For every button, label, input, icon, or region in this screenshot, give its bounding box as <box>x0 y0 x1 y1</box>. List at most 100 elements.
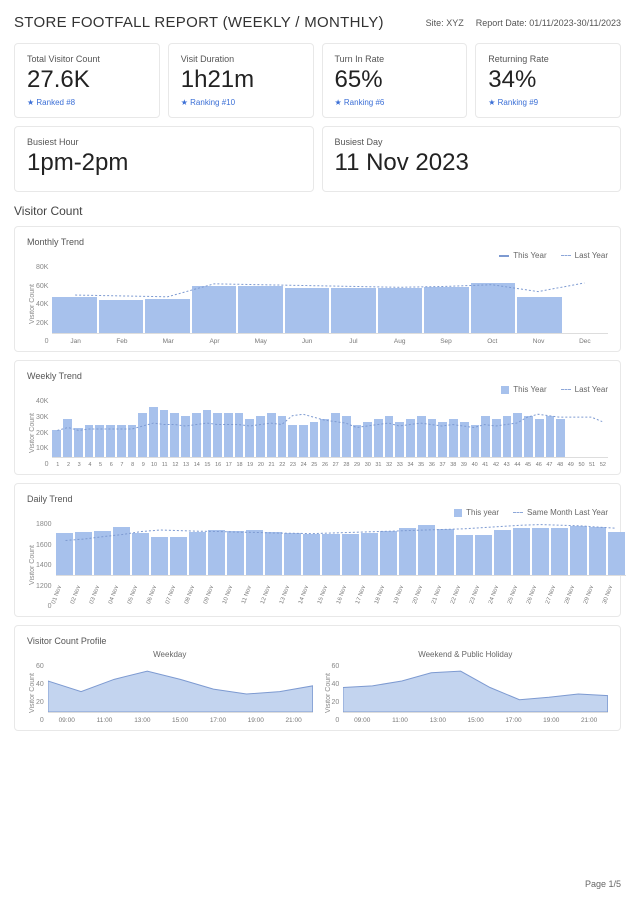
weekly-bars <box>52 398 608 458</box>
bar <box>192 413 201 457</box>
weekend-y-axis: 6040200 <box>332 663 344 724</box>
monthly-title: Monthly Trend <box>27 237 608 247</box>
weekly-title: Weekly Trend <box>27 371 608 381</box>
legend-same-month: Same Month Last Year <box>513 508 608 517</box>
kpi-label: Returning Rate <box>488 54 608 64</box>
legend-this-year: This year <box>454 508 499 517</box>
bar <box>322 534 339 575</box>
kpi-label: Turn In Rate <box>335 54 455 64</box>
bar <box>608 532 625 576</box>
bar <box>63 419 72 457</box>
bar <box>284 533 301 575</box>
bar <box>52 430 61 457</box>
bar <box>227 531 244 575</box>
bar <box>428 419 437 457</box>
kpi-label: Visit Duration <box>181 54 301 64</box>
monthly-panel: Monthly Trend This Year Last Year Visito… <box>14 226 621 352</box>
weekly-x-axis: 1234567891011121314151617181920212223242… <box>52 462 608 468</box>
bar <box>256 416 265 457</box>
report-title: STORE FOOTFALL REPORT (WEEKLY / MONTHLY) <box>14 14 384 31</box>
daily-panel: Daily Trend This year Same Month Last Ye… <box>14 483 621 617</box>
bar <box>589 527 606 575</box>
kpi-value: 65% <box>335 66 455 94</box>
bar <box>189 532 206 576</box>
bar <box>438 422 447 457</box>
bar <box>424 287 468 333</box>
bar <box>181 416 190 457</box>
bar <box>546 416 555 457</box>
monthly-x-axis: JanFebMarAprMayJunJulAugSepOctNovDec <box>52 338 608 345</box>
bar <box>151 537 168 575</box>
bar <box>342 416 351 457</box>
bar <box>145 299 189 334</box>
busiest-row: Busiest Hour 1pm-2pm Busiest Day 11 Nov … <box>14 126 621 192</box>
bar <box>224 413 233 457</box>
bar <box>74 428 83 458</box>
bar <box>235 413 244 457</box>
bar <box>460 422 469 457</box>
site-info: Site: XYZ <box>426 18 464 28</box>
bar <box>265 532 282 575</box>
bar <box>471 283 515 333</box>
section-visitor-count: Visitor Count <box>14 204 621 218</box>
bar <box>85 425 94 457</box>
weekly-legend: This Year Last Year <box>27 385 608 394</box>
kpi-card-2: Turn In Rate 65% Ranking #6 <box>322 43 468 118</box>
bar <box>99 300 143 333</box>
busiest-hour-card: Busiest Hour 1pm-2pm <box>14 126 314 192</box>
daily-legend: This year Same Month Last Year <box>27 508 608 517</box>
kpi-card-3: Returning Rate 34% Ranking #9 <box>475 43 621 118</box>
weekday-title: Weekday <box>27 650 313 659</box>
bar <box>532 528 549 575</box>
weekday-col: Weekday Visitor Count 6040200 09:0011:00… <box>27 650 313 724</box>
bar <box>192 286 236 333</box>
bar <box>418 525 435 575</box>
bar <box>556 419 565 457</box>
page-number: Page 1/5 <box>585 879 621 889</box>
bar <box>524 416 533 457</box>
bar <box>513 528 530 575</box>
weekly-panel: Weekly Trend This Year Last Year Visitor… <box>14 360 621 475</box>
bar <box>535 419 544 457</box>
bar <box>170 537 187 575</box>
bar <box>437 529 454 575</box>
report-header: STORE FOOTFALL REPORT (WEEKLY / MONTHLY)… <box>14 14 621 31</box>
profile-panel: Visitor Count Profile Weekday Visitor Co… <box>14 625 621 731</box>
busiest-hour-value: 1pm-2pm <box>27 149 301 177</box>
bar <box>310 422 319 457</box>
bar <box>267 413 276 457</box>
monthly-chart: Visitor Count 80K60K40K20K0 JanFebMarApr… <box>27 264 608 345</box>
busiest-hour-label: Busiest Hour <box>27 137 301 147</box>
kpi-value: 34% <box>488 66 608 94</box>
bar <box>517 297 561 333</box>
weekend-x-axis: 09:0011:0013:0015:0017:0019:0021:00 <box>343 717 608 724</box>
weekend-col: Weekend & Public Holiday Visitor Count 6… <box>323 650 609 724</box>
bar <box>471 425 480 457</box>
bar <box>374 419 383 457</box>
legend-this-year: This Year <box>501 385 546 394</box>
profile-title: Visitor Count Profile <box>27 636 608 646</box>
monthly-y-axis: 80K60K40K20K0 <box>36 264 52 345</box>
bar <box>399 528 416 575</box>
profile-row: Weekday Visitor Count 6040200 09:0011:00… <box>27 650 608 724</box>
bar <box>246 530 263 575</box>
bar <box>138 413 147 457</box>
bar <box>208 530 225 575</box>
bar <box>128 425 137 457</box>
bar <box>245 419 254 457</box>
bar <box>117 425 126 457</box>
kpi-card-0: Total Visitor Count 27.6K Ranked #8 <box>14 43 160 118</box>
bar <box>149 407 158 457</box>
bar <box>285 288 329 333</box>
kpi-card-1: Visit Duration 1h21m Ranking #10 <box>168 43 314 118</box>
kpi-value: 1h21m <box>181 66 301 94</box>
kpi-value: 27.6K <box>27 66 147 94</box>
bar <box>132 533 149 575</box>
bar <box>481 416 490 457</box>
weekly-y-axis: 40K30K20K10K0 <box>36 398 52 468</box>
bar <box>353 425 362 457</box>
bar <box>363 422 372 457</box>
kpi-rank: Ranking #10 <box>181 98 301 107</box>
monthly-bars <box>52 264 608 334</box>
weekend-area <box>343 663 608 713</box>
